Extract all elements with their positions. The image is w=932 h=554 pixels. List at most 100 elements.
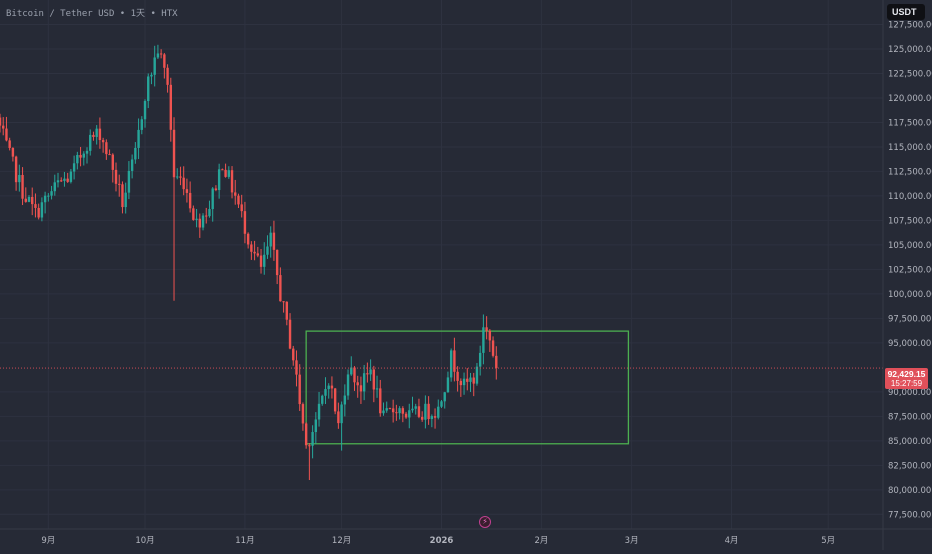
candles (0, 44, 498, 481)
candle-body (66, 178, 69, 182)
candle-body (37, 207, 40, 218)
candle-body (417, 406, 421, 417)
candle-up (443, 391, 446, 409)
candle-body (343, 395, 347, 405)
currency-badge[interactable]: USDT (887, 4, 925, 20)
candle-body (208, 209, 211, 217)
candle-up (18, 164, 21, 192)
candle-body (153, 57, 156, 75)
candle-down (169, 77, 172, 142)
candle-body (491, 340, 495, 356)
candle-body (130, 159, 134, 171)
candle-body (53, 182, 56, 192)
candle-body (443, 392, 446, 402)
candle-body (353, 367, 356, 383)
candle-up (414, 403, 417, 415)
y-tick-label: 97,500.00 (888, 314, 931, 324)
candle-down (495, 346, 498, 380)
current-price-value: 92,429.15 (887, 369, 926, 379)
candle-up (449, 348, 453, 382)
x-tick-label: 2026 (430, 536, 454, 546)
candle-down (172, 117, 176, 301)
candle-body (295, 360, 298, 375)
y-tick-label: 120,000.00 (888, 94, 932, 104)
candle-body (21, 174, 24, 199)
y-tick-label: 90,000.00 (888, 388, 931, 398)
candle-body (337, 411, 340, 424)
candle-down (285, 301, 289, 326)
symbol-title: Bitcoin / Tether USD • 1天 • HTX (6, 9, 178, 19)
candle-up (76, 151, 79, 170)
candle-down (250, 241, 253, 260)
candle-body (292, 348, 295, 361)
candle-body (89, 134, 92, 151)
candle-down (234, 179, 237, 205)
candle-down (246, 232, 250, 249)
candle-body (137, 129, 140, 148)
candle-body (201, 215, 205, 228)
candle-down (98, 117, 102, 149)
candle-up (72, 155, 76, 180)
candle-body (34, 204, 37, 208)
candle-body (40, 202, 44, 218)
candle-body (324, 389, 327, 396)
candle-down (420, 411, 424, 422)
candle-body (185, 189, 189, 193)
candle-body (240, 204, 243, 212)
y-tick-label: 80,000.00 (888, 486, 931, 496)
candle-body (221, 169, 224, 171)
candle-down (427, 396, 430, 425)
candle-body (330, 385, 334, 389)
candle-down (21, 167, 24, 206)
candle-body (118, 183, 121, 185)
candle-down (243, 201, 247, 244)
x-tick-label: 9月 (41, 536, 55, 546)
candle-body (243, 211, 247, 234)
candle-body (179, 176, 182, 178)
y-tick-label: 117,500.00 (888, 118, 932, 128)
candle-down (359, 376, 363, 404)
candle-up (143, 99, 147, 128)
candle-body (375, 388, 379, 390)
candle-up (211, 187, 214, 222)
candle-body (311, 432, 314, 446)
candle-body (72, 163, 76, 172)
candle-body (472, 377, 475, 384)
candle-body (2, 125, 5, 129)
candle-body (150, 74, 153, 77)
candle-body (85, 150, 89, 154)
candle-body (140, 119, 143, 130)
candle-body (172, 129, 176, 178)
candle-body (121, 184, 124, 208)
candle-up (43, 191, 47, 214)
candle-body (362, 373, 366, 392)
x-tick-label: 3月 (625, 536, 639, 546)
y-tick-label: 85,000.00 (888, 437, 931, 447)
candle-down (433, 408, 437, 429)
candle-body (27, 196, 31, 202)
candle-down (108, 149, 111, 156)
candle-body (227, 170, 231, 177)
candle-up (227, 166, 231, 179)
candle-down (79, 146, 82, 167)
candle-down (8, 137, 11, 151)
candle-body (166, 67, 169, 85)
candle-up (156, 44, 160, 60)
lightning-bolt-icon[interactable]: ⚡ (479, 516, 491, 528)
candle-down (356, 375, 359, 398)
candle-down (163, 52, 166, 79)
candle-up (340, 401, 343, 451)
candle-down (366, 362, 369, 383)
candle-up (430, 414, 434, 428)
candle-down (214, 185, 218, 192)
candle-body (266, 246, 269, 255)
candle-up (201, 213, 205, 231)
candle-up (40, 197, 44, 222)
candle-body (169, 84, 172, 130)
y-tick-label: 77,500.00 (888, 510, 931, 520)
candle-body (449, 350, 453, 378)
candle-body (108, 154, 111, 156)
candle-up (53, 174, 56, 196)
